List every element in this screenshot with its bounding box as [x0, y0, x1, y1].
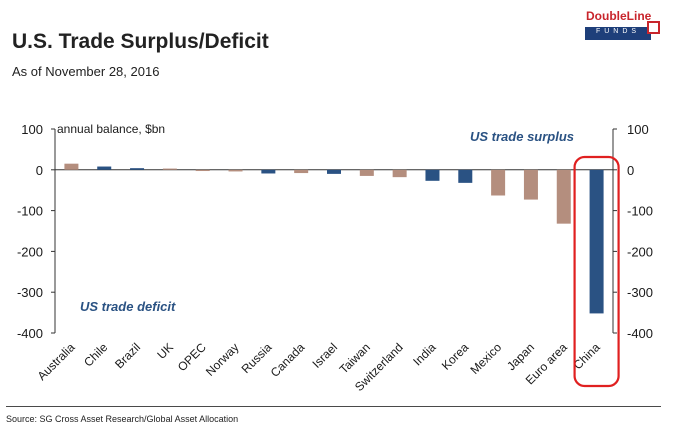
- bar-switzerland: [392, 169, 407, 178]
- y-tick-label-left: -200: [17, 244, 43, 259]
- x-tick-label: Mexico: [467, 340, 504, 377]
- bar-australia: [64, 163, 79, 170]
- x-tick-label: Korea: [439, 340, 472, 373]
- bar-euro-area: [556, 169, 571, 224]
- y-tick-label-right: 0: [627, 163, 634, 178]
- x-tick-label: Chile: [81, 340, 110, 369]
- bar-taiwan: [359, 169, 374, 176]
- y-tick-label-right: -400: [627, 326, 653, 341]
- x-tick-label: Canada: [268, 340, 308, 380]
- bar-canada: [294, 169, 309, 174]
- y-tick-label-right: -200: [627, 244, 653, 259]
- page-title: U.S. Trade Surplus/Deficit: [12, 30, 269, 53]
- bar-china: [589, 169, 604, 314]
- bar-chile: [97, 166, 112, 170]
- source-divider: [6, 406, 661, 407]
- annotation-deficit: US trade deficit: [80, 299, 176, 314]
- y-tick-label-right: -300: [627, 285, 653, 300]
- bar-mexico: [491, 169, 506, 196]
- y-tick-label-right: -100: [627, 204, 653, 219]
- bar-korea: [458, 169, 473, 183]
- chart-labels: 100 100 0 0 -100 -100 -200 -200 -300 -300 -400 -400…: [17, 122, 653, 394]
- bar-brazil: [130, 168, 145, 170]
- bar-india: [425, 169, 440, 181]
- y-tick-label-left: -100: [17, 204, 43, 219]
- y-axis-label: annual balance, $bn: [57, 122, 165, 136]
- y-tick-label-left: 100: [21, 122, 43, 137]
- china-highlight-box: [573, 155, 620, 388]
- bar-uk: [162, 168, 177, 170]
- y-tick-label-left: -400: [17, 326, 43, 341]
- y-tick-label-left: 0: [36, 163, 43, 178]
- x-tick-label: Israel: [309, 340, 340, 371]
- bar-japan: [523, 169, 538, 200]
- y-tick-label-right: 100: [627, 122, 649, 137]
- x-tick-label: Australia: [35, 340, 78, 383]
- x-tick-label: India: [410, 340, 439, 369]
- bar-norway: [228, 169, 243, 172]
- x-tick-label: Brazil: [112, 340, 143, 371]
- page-subtitle: As of November 28, 2016: [12, 64, 160, 79]
- annotation-surplus: US trade surplus: [470, 129, 574, 144]
- logo-box-icon: [647, 21, 660, 34]
- x-tick-label: UK: [154, 340, 176, 362]
- bar-israel: [327, 169, 341, 174]
- logo-funds: FUNDS: [595, 28, 641, 35]
- logo-name: DoubleLine: [586, 9, 652, 23]
- bar-opec: [195, 169, 210, 172]
- bar-russia: [261, 169, 276, 174]
- source-note: Source: SG Cross Asset Research/Global A…: [6, 414, 239, 424]
- logo-bar: [585, 27, 651, 40]
- doubleline-logo: DoubleLine FUNDS: [581, 9, 661, 45]
- x-tick-label: Norway: [203, 340, 242, 379]
- chart-bars: [64, 163, 604, 314]
- y-tick-label-left: -300: [17, 285, 43, 300]
